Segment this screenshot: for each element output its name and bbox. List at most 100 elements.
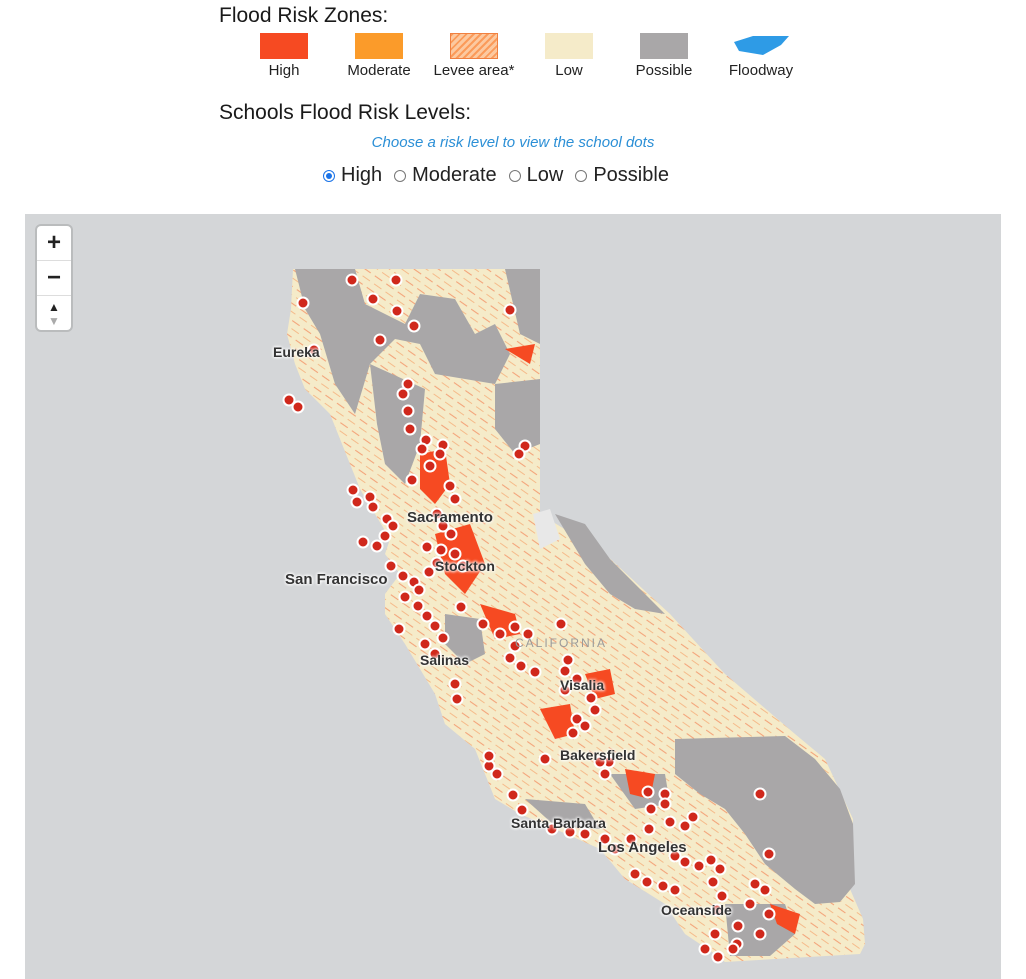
school-dot[interactable] [758,883,772,897]
school-dot[interactable] [640,875,654,889]
school-dot[interactable] [366,500,380,514]
school-dot[interactable] [624,832,638,846]
school-dot[interactable] [428,647,442,661]
school-dot[interactable] [405,473,419,487]
school-dot[interactable] [390,304,404,318]
school-dot[interactable] [296,296,310,310]
school-dot[interactable] [656,879,670,893]
school-dot[interactable] [506,788,520,802]
school-dot[interactable] [512,447,526,461]
school-dot[interactable] [668,883,682,897]
school-dot[interactable] [450,692,464,706]
school-dot[interactable] [423,459,437,473]
school-dot[interactable] [392,622,406,636]
school-dot[interactable] [389,273,403,287]
school-dot[interactable] [384,559,398,573]
school-dot[interactable] [521,627,535,641]
school-dot[interactable] [566,726,580,740]
zoom-out-button[interactable]: − [37,261,71,296]
school-dot[interactable] [715,889,729,903]
school-dot[interactable] [420,540,434,554]
school-dot[interactable] [642,822,656,836]
school-dot[interactable] [436,519,450,533]
school-dot[interactable] [430,507,444,521]
school-dot[interactable] [415,442,429,456]
school-dot[interactable] [386,519,400,533]
school-dot[interactable] [644,802,658,816]
school-dot[interactable] [403,422,417,436]
school-dot[interactable] [418,637,432,651]
school-dot[interactable] [514,659,528,673]
school-dot[interactable] [726,942,740,956]
school-dot[interactable] [482,749,496,763]
school-dot[interactable] [711,950,725,964]
school-dot[interactable] [743,897,757,911]
zoom-in-button[interactable]: + [37,226,71,261]
school-dot[interactable] [515,803,529,817]
school-dot[interactable] [706,875,720,889]
school-dot[interactable] [508,639,522,653]
school-dot[interactable] [436,631,450,645]
school-dot[interactable] [748,877,762,891]
flood-map[interactable]: + − ▲ ▼ Eureka Sacramento Stockton San Fr… [25,214,1001,979]
school-dot[interactable] [396,569,410,583]
school-dot[interactable] [398,590,412,604]
compass-icon[interactable]: ▲ ▼ [48,300,60,328]
school-dot[interactable] [563,825,577,839]
school-dot[interactable] [401,404,415,418]
school-dot[interactable] [570,672,584,686]
school-dot[interactable] [545,822,559,836]
school-dot[interactable] [490,767,504,781]
school-dot[interactable] [678,855,692,869]
school-dot[interactable] [503,303,517,317]
radio-selected-icon[interactable] [323,169,335,182]
school-dot[interactable] [608,842,622,856]
school-dot[interactable] [396,387,410,401]
school-dot[interactable] [378,529,392,543]
school-dot[interactable] [428,619,442,633]
school-dot[interactable] [641,785,655,799]
school-dot[interactable] [713,862,727,876]
school-dot[interactable] [493,627,507,641]
school-dot[interactable] [448,547,462,561]
school-dot[interactable] [663,815,677,829]
radio-moderate[interactable]: Moderate [394,164,497,187]
school-dot[interactable] [456,559,470,573]
school-dot[interactable] [628,867,642,881]
radio-icon[interactable] [575,169,588,182]
school-dot[interactable] [686,810,700,824]
school-dot[interactable] [710,903,724,917]
school-dot[interactable] [346,483,360,497]
school-dot[interactable] [698,942,712,956]
school-dot[interactable] [420,609,434,623]
school-dot[interactable] [282,393,296,407]
school-dot[interactable] [593,755,607,769]
school-dot[interactable] [448,492,462,506]
school-dot[interactable] [554,617,568,631]
school-dot[interactable] [454,600,468,614]
school-dot[interactable] [448,677,462,691]
school-dot[interactable] [307,343,321,357]
school-dot[interactable] [578,719,592,733]
school-dot[interactable] [753,927,767,941]
school-dot[interactable] [411,599,425,613]
school-dot[interactable] [753,787,767,801]
school-dot[interactable] [401,377,415,391]
school-dot[interactable] [558,683,572,697]
school-dot[interactable] [561,653,575,667]
radio-high[interactable]: High [323,164,382,187]
school-dot[interactable] [731,919,745,933]
school-dot[interactable] [668,849,682,863]
school-dot[interactable] [373,333,387,347]
school-dot[interactable] [356,535,370,549]
school-dot[interactable] [708,927,722,941]
school-dot[interactable] [678,819,692,833]
school-dot[interactable] [430,556,444,570]
school-dot[interactable] [366,292,380,306]
school-dot[interactable] [476,617,490,631]
school-dot[interactable] [433,447,447,461]
radio-icon[interactable] [394,169,407,182]
school-dot[interactable] [588,703,602,717]
school-dot[interactable] [704,853,718,867]
school-dot[interactable] [345,273,359,287]
